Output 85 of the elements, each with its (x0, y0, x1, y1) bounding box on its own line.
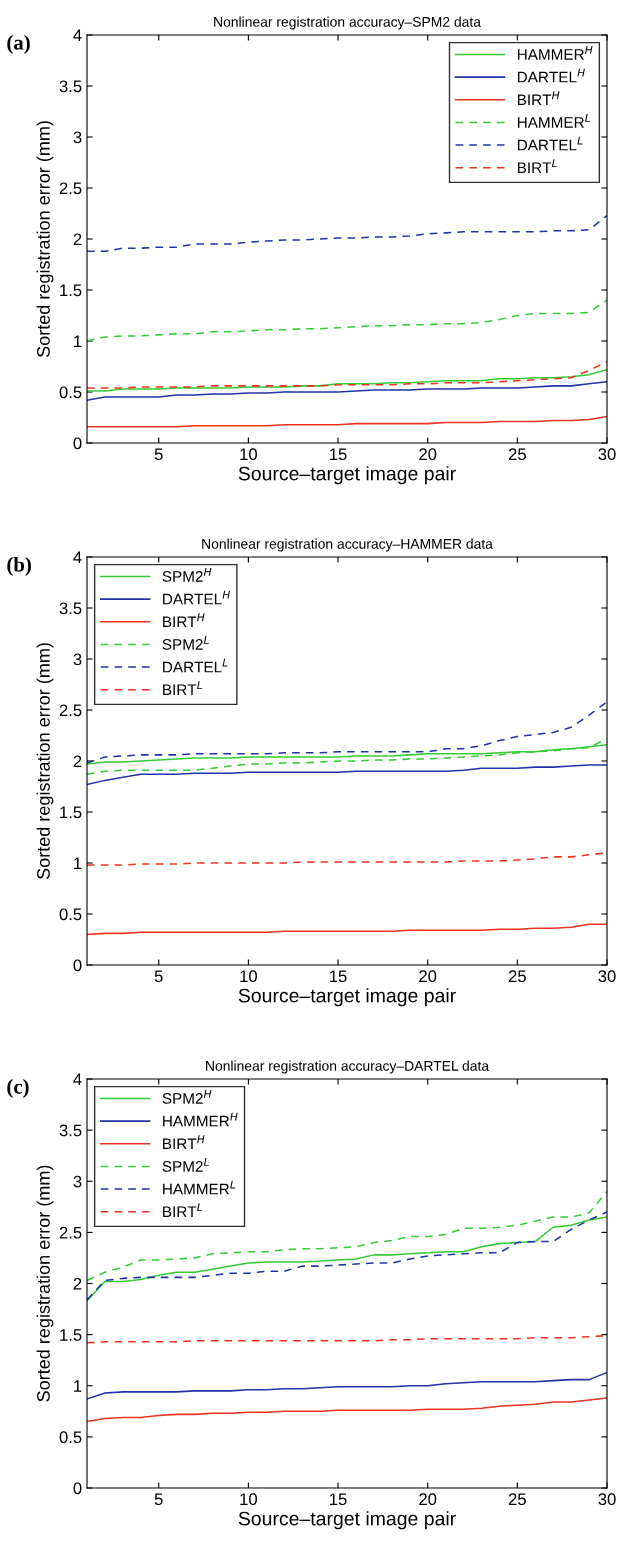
legend-label: BIRT$^{L}$ (517, 159, 557, 173)
chart-title: Nonlinear registration accuracy–SPM2 data (214, 16, 481, 30)
y-tick-label: 0.5 (59, 386, 82, 399)
legend-label: HAMMER$^{L}$ (163, 1180, 236, 1195)
y-tick-label: 1 (74, 335, 82, 348)
y-tick-label: 2.5 (59, 1226, 82, 1239)
x-tick-label: 20 (419, 1493, 437, 1506)
y-tick-label: 3 (73, 653, 82, 666)
x-tick-label: 10 (240, 970, 257, 983)
legend-label: BIRT$^{H}$ (163, 613, 205, 628)
y-tick-label: 4 (73, 551, 82, 564)
line-series (87, 1397, 607, 1423)
x-tick-label: 5 (154, 448, 163, 461)
y-tick-label: 0 (73, 1482, 82, 1495)
y-tick-label: 2.5 (59, 182, 82, 195)
y-tick-label: 3 (73, 131, 82, 144)
line-series (87, 1371, 607, 1400)
y-tick-label: 2 (73, 233, 82, 246)
y-tick-label: 3.5 (59, 1124, 82, 1137)
y-tick-label: 2 (73, 1277, 82, 1290)
x-tick-label: 15 (330, 1493, 347, 1506)
legend-label: HAMMER$^{H}$ (517, 46, 593, 60)
x-tick-label: 5 (154, 970, 163, 983)
legend-label: BIRT$^{L}$ (163, 681, 203, 695)
legend-label: SPM2$^{L}$ (162, 636, 209, 650)
x-tick-label: 30 (598, 448, 616, 461)
x-tick-label: 10 (240, 1493, 257, 1506)
legend-label: DARTEL$^{H}$ (163, 590, 231, 605)
x-tick-label: 25 (508, 1493, 526, 1506)
y-tick-label: 4 (73, 29, 82, 42)
x-axis-title: Source–target image pair (238, 1511, 456, 1530)
legend-label: BIRT$^{H}$ (517, 91, 560, 106)
y-tick-label: 2.5 (59, 704, 82, 717)
y-tick-label: 3.5 (59, 80, 82, 93)
y-tick-label: 0 (73, 437, 82, 450)
line-series (87, 381, 607, 401)
line-series (87, 701, 607, 764)
y-axis-title: Sorted registration error (mm) (36, 643, 54, 880)
line-series (87, 764, 607, 786)
x-tick-label: 30 (598, 1493, 616, 1506)
legend-label: DARTEL$^{H}$ (517, 68, 585, 83)
legend-label: SPM2$^{H}$ (162, 568, 212, 582)
text: (a) (7, 35, 30, 54)
y-tick-label: 1.5 (60, 284, 82, 297)
line-series (87, 299, 607, 342)
x-tick-label: 15 (330, 448, 347, 461)
x-tick-label: 10 (240, 448, 257, 461)
y-tick-label: 1.5 (60, 806, 82, 819)
chart-title: Nonlinear registration accuracy–HAMMER data (202, 538, 493, 552)
chart-title: Nonlinear registration accuracy–DARTEL data (206, 1060, 490, 1074)
y-axis-title: Sorted registration error (mm) (36, 1165, 54, 1402)
line-series (87, 415, 607, 428)
y-tick-label: 3.5 (59, 602, 82, 615)
legend-label: DARTEL$^{L}$ (163, 658, 228, 673)
y-tick-label: 1.5 (60, 1329, 82, 1341)
x-tick-label: 25 (508, 970, 526, 983)
x-tick-label: 20 (419, 448, 437, 461)
x-axis-title: Source–target image pair (238, 466, 456, 485)
legend-label: DARTEL$^{L}$ (517, 136, 583, 151)
line-series (87, 214, 607, 253)
legend-label: HAMMER$^{L}$ (517, 114, 591, 128)
x-tick-label: 25 (508, 448, 526, 461)
legend-label: BIRT$^{L}$ (163, 1203, 203, 1217)
legend-label: HAMMER$^{H}$ (163, 1112, 238, 1127)
y-tick-label: 4 (73, 1073, 82, 1086)
text: (b) (7, 557, 31, 576)
text: (c) (7, 1079, 29, 1098)
y-tick-label: 0.5 (59, 1431, 82, 1444)
legend-label: SPM2$^{L}$ (162, 1158, 209, 1172)
y-tick-label: 3 (73, 1175, 82, 1188)
y-tick-label: 2 (73, 755, 82, 768)
legend-label: SPM2$^{H}$ (162, 1090, 212, 1104)
line-series (87, 368, 607, 392)
y-tick-label: 1 (74, 857, 82, 870)
x-tick-label: 20 (419, 970, 437, 983)
y-axis-title: Sorted registration error (mm) (36, 121, 54, 358)
x-tick-label: 15 (330, 970, 347, 983)
x-tick-label: 30 (598, 970, 616, 983)
y-tick-label: 0 (73, 959, 82, 972)
y-tick-label: 0.5 (59, 908, 82, 921)
line-series (87, 923, 607, 936)
x-axis-title: Source–target image pair (238, 988, 456, 1007)
x-tick-label: 5 (154, 1493, 163, 1506)
y-tick-label: 1 (74, 1380, 82, 1392)
legend-label: BIRT$^{H}$ (163, 1135, 205, 1150)
